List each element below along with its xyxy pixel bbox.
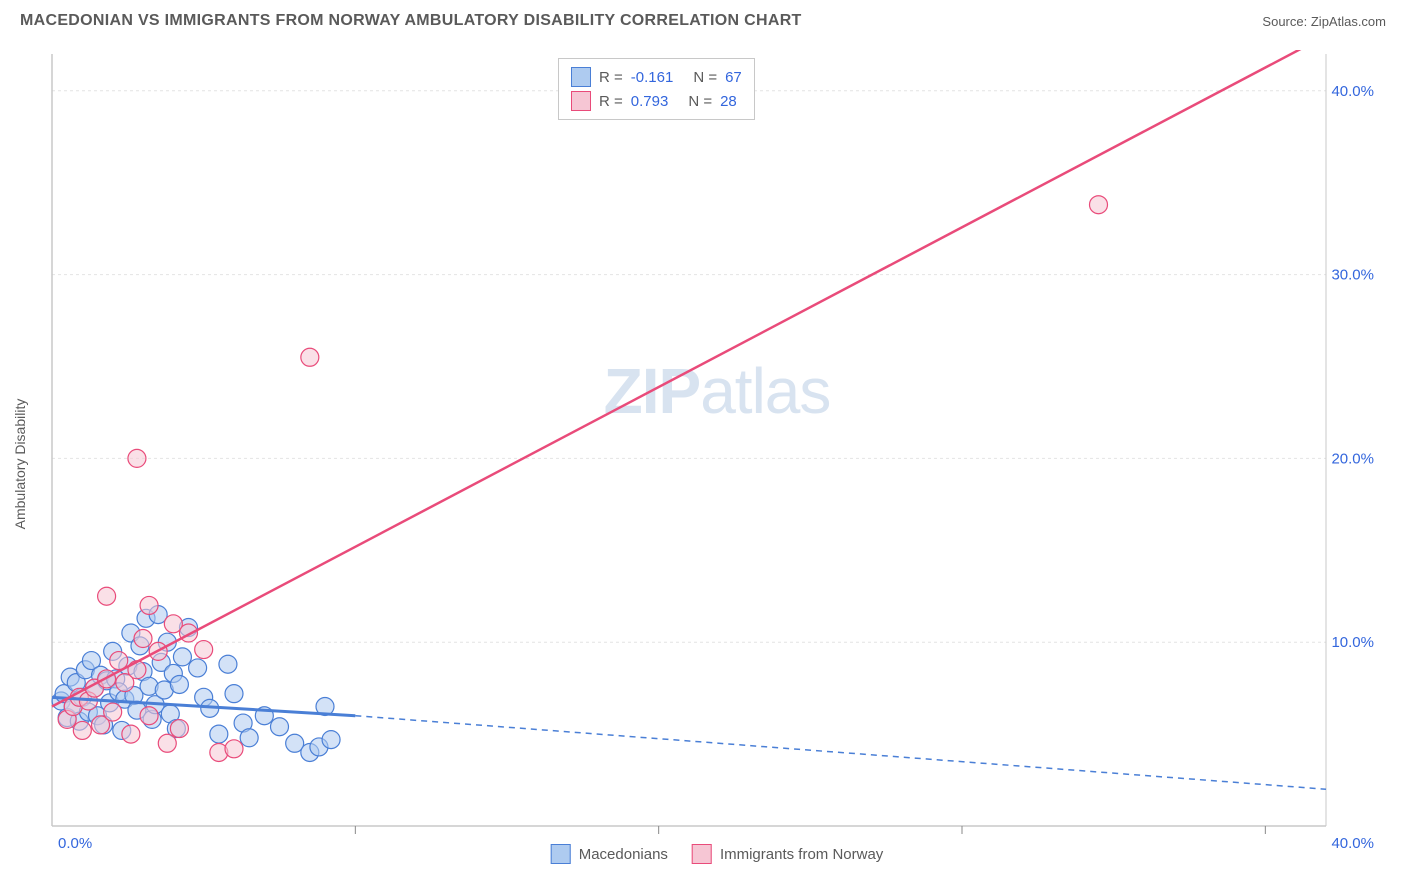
- legend-item: Immigrants from Norway: [692, 844, 883, 864]
- svg-text:0.0%: 0.0%: [58, 835, 92, 852]
- svg-text:20.0%: 20.0%: [1331, 450, 1374, 467]
- legend-swatch: [571, 67, 591, 87]
- legend-swatch: [551, 844, 571, 864]
- legend-swatch: [692, 844, 712, 864]
- chart-header: MACEDONIAN VS IMMIGRANTS FROM NORWAY AMB…: [0, 0, 1406, 38]
- legend-swatch: [571, 91, 591, 111]
- chart-container: Ambulatory Disability ZIPatlas 10.0%20.0…: [48, 50, 1386, 862]
- correlation-legend: R = -0.161 N = 67 R = 0.793 N = 28: [558, 58, 755, 120]
- chart-title: MACEDONIAN VS IMMIGRANTS FROM NORWAY AMB…: [20, 12, 802, 30]
- y-axis-label: Ambulatory Disability: [12, 399, 28, 530]
- svg-text:10.0%: 10.0%: [1331, 634, 1374, 651]
- svg-text:40.0%: 40.0%: [1331, 83, 1374, 100]
- legend-item: Macedonians: [551, 844, 668, 864]
- svg-text:30.0%: 30.0%: [1331, 267, 1374, 284]
- legend-row: R = -0.161 N = 67: [571, 65, 742, 89]
- legend-row: R = 0.793 N = 28: [571, 89, 742, 113]
- series-legend: Macedonians Immigrants from Norway: [551, 844, 884, 864]
- svg-text:40.0%: 40.0%: [1331, 835, 1374, 852]
- source-attribution: Source: ZipAtlas.com: [1262, 14, 1386, 29]
- scatter-chart: 10.0% 20.0% 30.0% 40.0% 0.0% 40.0%: [48, 50, 1386, 862]
